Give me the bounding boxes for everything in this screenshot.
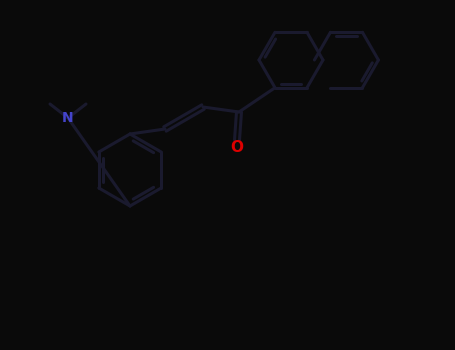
- Text: N: N: [62, 111, 74, 125]
- Text: O: O: [231, 140, 243, 154]
